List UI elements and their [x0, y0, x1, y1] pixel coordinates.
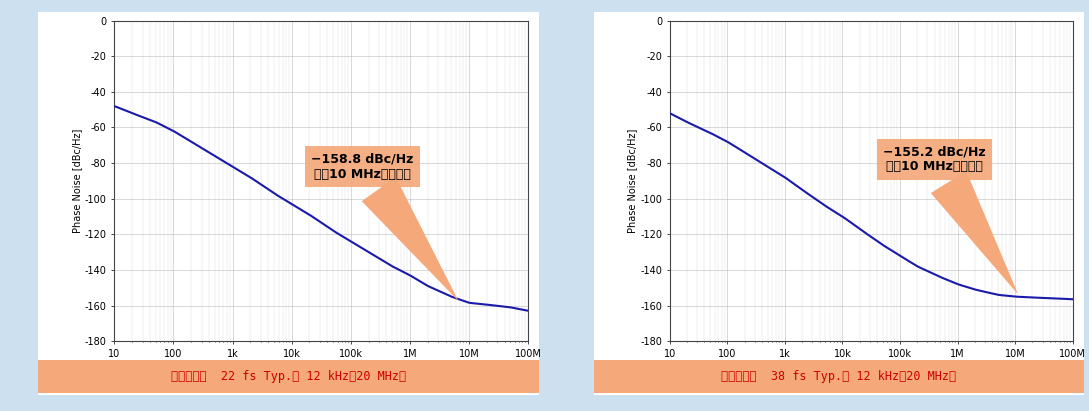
X-axis label: Offset frequency [Hz]: Offset frequency [Hz] [254, 363, 389, 373]
Y-axis label: Phase Noise [dBc/Hz]: Phase Noise [dBc/Hz] [627, 129, 637, 233]
Text: 相位抖动：  22 fs Typ.（ 12 kHz刱20 MHz）: 相位抖动： 22 fs Typ.（ 12 kHz刱20 MHz） [171, 369, 406, 383]
Text: −158.8 dBc/Hz
（在10 MHz噪声层）: −158.8 dBc/Hz （在10 MHz噪声层） [311, 152, 458, 301]
X-axis label: Offset frequency [Hz]: Offset frequency [Hz] [804, 363, 939, 373]
Text: 相位抖动：  38 fs Typ.（ 12 kHz刱20 MHz）: 相位抖动： 38 fs Typ.（ 12 kHz刱20 MHz） [721, 369, 956, 383]
Text: −155.2 dBc/Hz
（在10 MHz噪声层）: −155.2 dBc/Hz （在10 MHz噪声层） [883, 145, 1018, 295]
Y-axis label: Phase Noise [dBc/Hz]: Phase Noise [dBc/Hz] [72, 129, 82, 233]
